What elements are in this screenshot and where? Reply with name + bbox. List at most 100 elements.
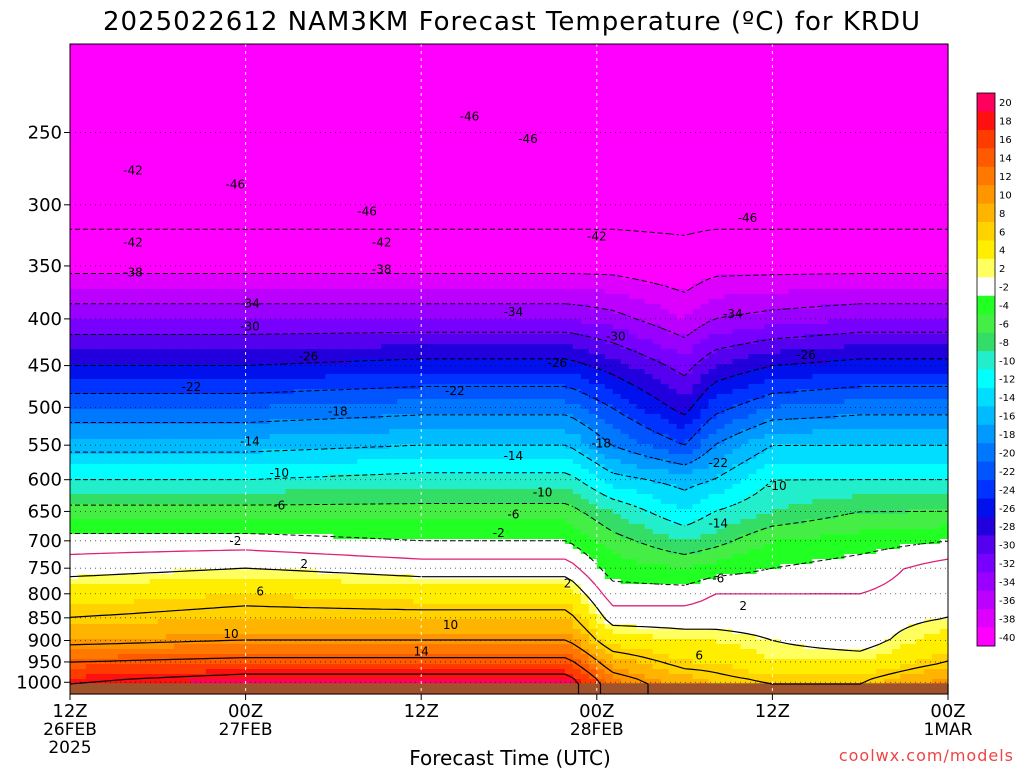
field-cell [109,164,119,170]
field-cell [572,254,582,260]
field-cell [588,144,598,150]
field-cell [908,174,917,180]
field-cell [229,44,239,50]
field-cell [620,174,630,180]
field-cell [852,74,861,80]
field-cell [365,209,374,215]
field-cell [612,189,622,195]
field-cell [740,129,750,135]
field-cell [732,259,742,265]
field-cell [237,169,247,175]
field-cell [397,69,406,75]
field-cell [261,264,271,270]
field-cell [93,104,103,110]
field-cell [684,79,694,85]
field-cell [756,139,766,145]
field-cell [876,89,885,95]
field-cell [77,149,87,155]
field-cell [700,144,710,150]
field-cell [860,159,869,165]
field-cell [780,174,789,180]
field-cell [325,189,334,195]
field-cell [453,169,462,175]
field-cell [93,74,103,80]
field-cell [684,134,694,140]
field-cell [181,159,191,165]
field-cell [157,94,167,100]
field-cell [477,214,486,220]
field-cell [261,254,271,260]
field-cell [884,214,893,220]
field-cell [548,264,558,270]
field-cell [708,44,718,50]
field-cell [325,49,334,55]
field-cell [309,184,319,190]
field-cell [437,129,446,135]
field-cell [868,69,877,75]
field-cell [676,234,686,240]
field-cell [812,74,821,80]
field-cell [125,189,135,195]
field-cell [908,199,917,205]
field-cell [724,114,734,120]
field-cell [509,169,518,175]
field-cell [101,239,111,245]
field-cell [485,114,494,120]
field-cell [189,44,199,50]
field-cell [940,64,949,70]
field-cell [756,259,766,265]
field-cell [892,109,901,115]
field-cell [493,254,502,260]
field-cell [477,54,486,60]
field-cell [341,269,350,275]
field-cell [668,224,678,230]
field-cell [756,44,766,50]
field-cell [429,109,438,115]
field-cell [636,134,646,140]
field-cell [301,254,311,260]
field-cell [724,89,734,95]
field-cell [732,174,742,180]
field-cell [317,79,327,85]
field-cell [141,169,151,175]
field-cell [612,174,622,180]
field-cell [277,234,287,240]
field-cell [828,174,837,180]
field-cell [413,264,422,270]
field-cell [85,264,95,270]
field-cell [165,214,175,220]
field-cell [485,59,494,65]
field-cell [756,114,766,120]
field-cell [77,119,87,125]
field-cell [868,264,877,270]
field-cell [125,244,135,250]
field-cell [716,59,726,65]
field-cell [349,174,358,180]
field-cell [668,59,678,65]
field-cell [165,109,175,115]
field-cell [405,134,414,140]
field-cell [860,144,869,150]
field-cell [397,89,406,95]
field-cell [373,234,382,240]
field-cell [884,234,893,240]
field-cell [389,174,398,180]
field-cell [197,49,207,55]
field-cell [596,119,606,125]
field-cell [157,179,167,185]
field-cell [812,254,821,260]
field-cell [748,149,758,155]
field-cell [173,229,183,235]
field-cell [301,159,311,165]
field-cell [365,244,374,250]
field-cell [213,149,223,155]
field-cell [532,69,542,75]
field-cell [381,269,390,275]
field-cell [828,249,837,255]
field-cell [189,84,199,90]
field-cell [828,139,837,145]
field-cell [77,254,87,260]
field-cell [660,109,670,115]
field-cell [868,204,877,210]
field-cell [524,109,534,115]
